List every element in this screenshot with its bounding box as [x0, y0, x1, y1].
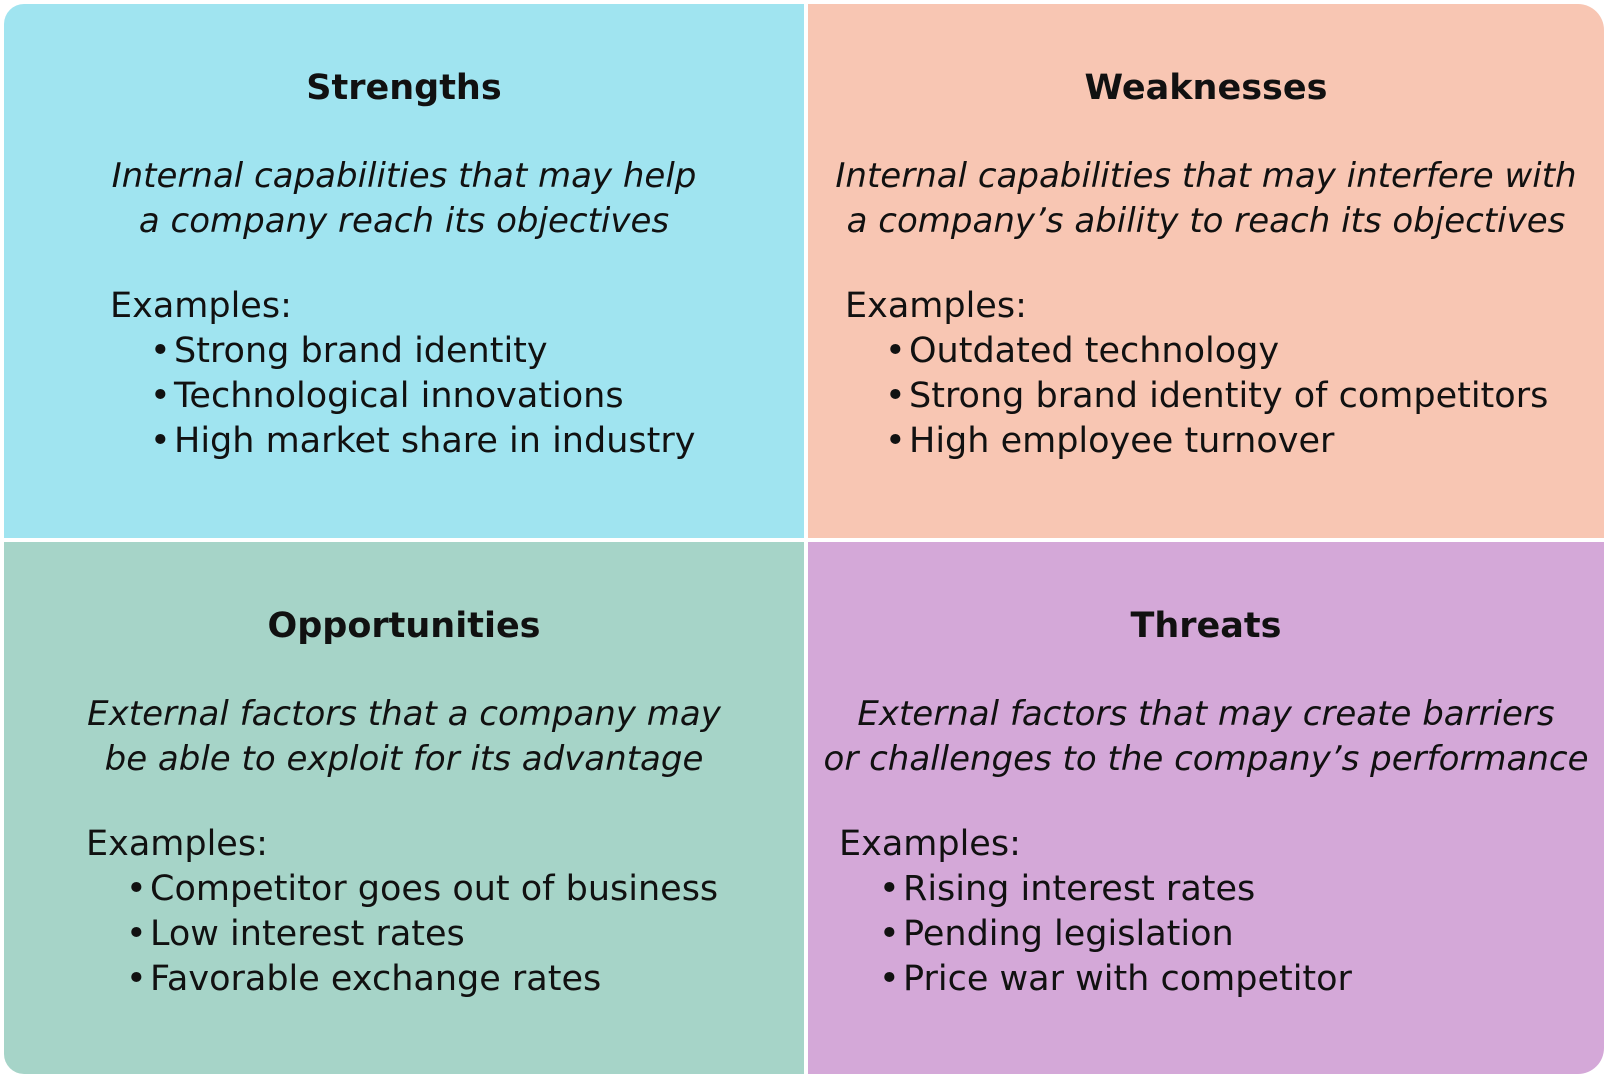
weaknesses-quadrant: Weaknesses Internal capabilities that ma…	[808, 4, 1604, 538]
bullet-icon: •	[879, 869, 900, 909]
list-item: •Technological innovations	[150, 374, 695, 419]
quadrant-title: Strengths	[306, 68, 502, 108]
examples-block: Examples: •Competitor goes out of busine…	[86, 822, 718, 1002]
examples-label: Examples:	[839, 824, 1021, 864]
list-item: •High market share in industry	[150, 419, 695, 464]
examples-block: Examples: •Outdated technology •Strong b…	[845, 284, 1548, 464]
list-item: •Favorable exchange rates	[126, 957, 718, 1002]
quadrant-description: External factors that may create barrier…	[808, 692, 1604, 782]
description-line: or challenges to the company’s performan…	[823, 739, 1589, 779]
quadrant-description: Internal capabilities that may help a co…	[4, 154, 804, 244]
examples-block: Examples: •Rising interest rates •Pendin…	[839, 822, 1352, 1002]
bullet-icon: •	[150, 376, 171, 416]
threats-quadrant: Threats External factors that may create…	[808, 542, 1604, 1074]
bullet-icon: •	[885, 421, 906, 461]
description-line: Internal capabilities that may help	[111, 156, 697, 196]
bullet-icon: •	[879, 959, 900, 999]
list-item: •Low interest rates	[126, 912, 718, 957]
description-line: External factors that a company may	[87, 694, 721, 734]
examples-list: •Rising interest rates •Pending legislat…	[839, 867, 1352, 1002]
list-item-text: Strong brand identity of competitors	[909, 376, 1549, 416]
examples-list: •Competitor goes out of business •Low in…	[86, 867, 718, 1002]
description-line: External factors that may create barrier…	[857, 694, 1555, 734]
list-item-text: High employee turnover	[909, 421, 1335, 461]
quadrant-title: Opportunities	[267, 606, 541, 646]
list-item: •Rising interest rates	[879, 867, 1352, 912]
list-item-text: Competitor goes out of business	[150, 869, 719, 909]
examples-label: Examples:	[845, 286, 1027, 326]
list-item-text: Technological innovations	[174, 376, 624, 416]
examples-list: •Outdated technology •Strong brand ident…	[845, 329, 1548, 464]
quadrant-description: Internal capabilities that may interfere…	[808, 154, 1604, 244]
list-item-text: Rising interest rates	[903, 869, 1256, 909]
examples-label: Examples:	[110, 286, 292, 326]
examples-list: •Strong brand identity •Technological in…	[110, 329, 695, 464]
list-item: •Strong brand identity	[150, 329, 695, 374]
bullet-icon: •	[126, 914, 147, 954]
list-item-text: Price war with competitor	[903, 959, 1352, 999]
quadrant-title: Threats	[1130, 606, 1282, 646]
bullet-icon: •	[879, 914, 900, 954]
opportunities-quadrant: Opportunities External factors that a co…	[4, 542, 804, 1074]
list-item-text: Pending legislation	[903, 914, 1234, 954]
bullet-icon: •	[885, 376, 906, 416]
list-item: •Outdated technology	[885, 329, 1548, 374]
bullet-icon: •	[150, 331, 171, 371]
examples-label: Examples:	[86, 824, 268, 864]
swot-grid: Strengths Internal capabilities that may…	[4, 4, 1604, 1074]
description-line: a company’s ability to reach its objecti…	[846, 201, 1566, 241]
list-item: •Pending legislation	[879, 912, 1352, 957]
list-item: •High employee turnover	[885, 419, 1548, 464]
bullet-icon: •	[126, 869, 147, 909]
description-line: Internal capabilities that may interfere…	[835, 156, 1577, 196]
list-item: •Strong brand identity of competitors	[885, 374, 1548, 419]
bullet-icon: •	[126, 959, 147, 999]
quadrant-description: External factors that a company may be a…	[4, 692, 804, 782]
list-item: •Competitor goes out of business	[126, 867, 718, 912]
bullet-icon: •	[885, 331, 906, 371]
bullet-icon: •	[150, 421, 171, 461]
description-line: be able to exploit for its advantage	[104, 739, 704, 779]
list-item-text: Low interest rates	[150, 914, 465, 954]
examples-block: Examples: •Strong brand identity •Techno…	[110, 284, 695, 464]
quadrant-title: Weaknesses	[1084, 68, 1328, 108]
list-item: •Price war with competitor	[879, 957, 1352, 1002]
strengths-quadrant: Strengths Internal capabilities that may…	[4, 4, 804, 538]
list-item-text: Outdated technology	[909, 331, 1280, 371]
list-item-text: Strong brand identity	[174, 331, 548, 371]
list-item-text: High market share in industry	[174, 421, 696, 461]
list-item-text: Favorable exchange rates	[150, 959, 602, 999]
description-line: a company reach its objectives	[138, 201, 670, 241]
